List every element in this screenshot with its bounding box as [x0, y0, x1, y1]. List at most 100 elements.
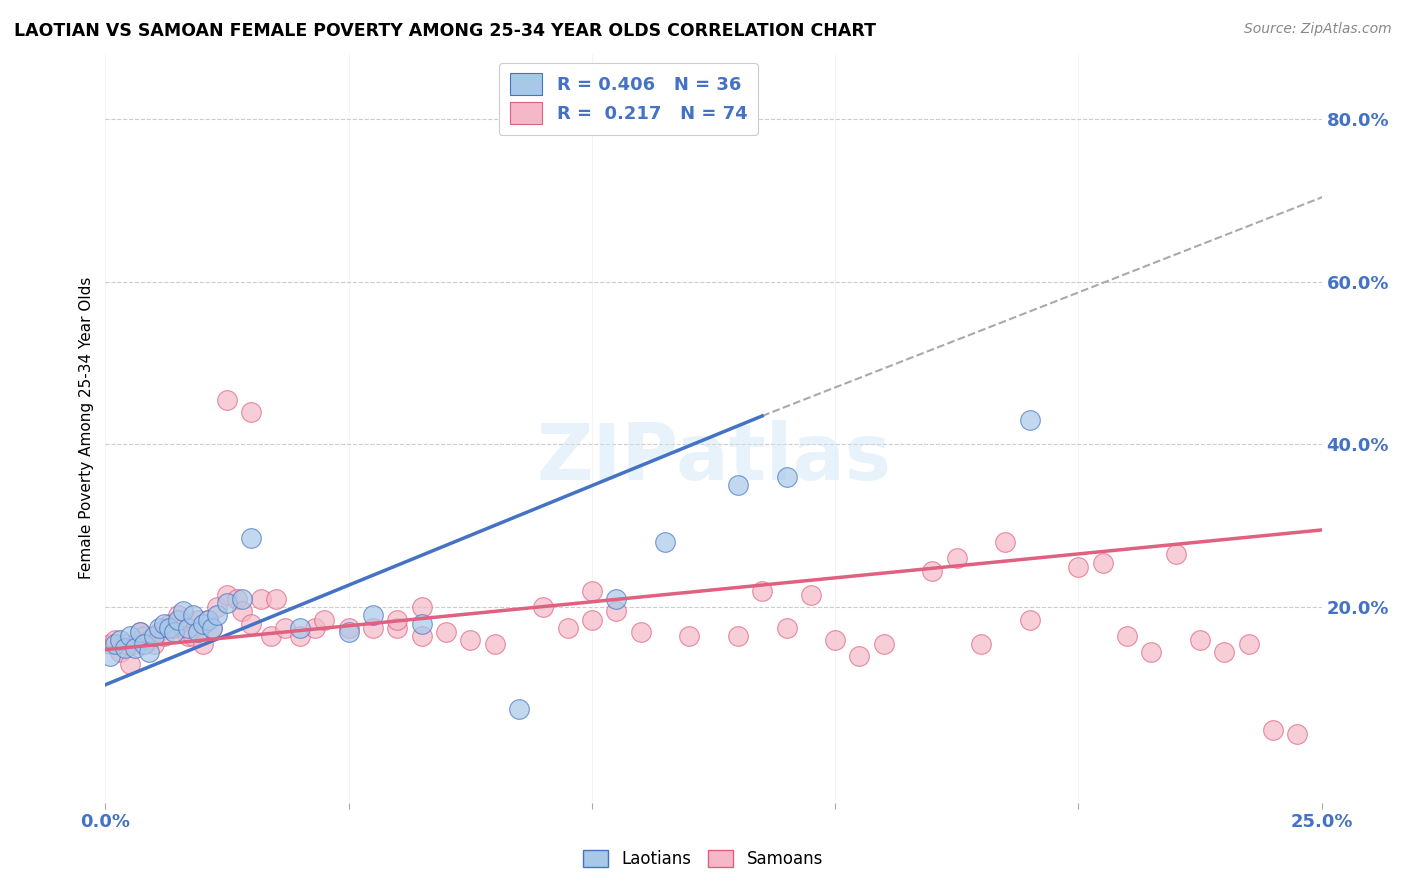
- Point: [225, 592, 247, 607]
- Point: [191, 616, 214, 631]
- Point: [274, 621, 297, 635]
- Point: [264, 592, 287, 607]
- Point: [775, 470, 797, 484]
- Point: [181, 608, 204, 623]
- Point: [114, 641, 136, 656]
- Point: [848, 649, 870, 664]
- Point: [250, 592, 273, 607]
- Point: [143, 629, 166, 643]
- Point: [98, 649, 121, 664]
- Point: [108, 632, 131, 647]
- Point: [148, 621, 170, 635]
- Point: [945, 551, 967, 566]
- Point: [387, 613, 409, 627]
- Point: [1018, 613, 1040, 627]
- Point: [143, 637, 166, 651]
- Point: [337, 621, 360, 635]
- Point: [167, 608, 190, 623]
- Point: [153, 629, 176, 643]
- Point: [1189, 632, 1212, 647]
- Point: [201, 621, 224, 635]
- Point: [800, 588, 823, 602]
- Point: [157, 616, 180, 631]
- Point: [134, 637, 156, 651]
- Point: [1091, 556, 1114, 570]
- Legend: R = 0.406   N = 36, R =  0.217   N = 74: R = 0.406 N = 36, R = 0.217 N = 74: [499, 62, 758, 135]
- Point: [201, 621, 224, 635]
- Point: [314, 613, 336, 627]
- Point: [337, 624, 360, 639]
- Point: [1286, 726, 1309, 740]
- Point: [605, 592, 627, 607]
- Point: [1261, 723, 1284, 737]
- Point: [1018, 413, 1040, 427]
- Point: [484, 637, 506, 651]
- Point: [134, 629, 156, 643]
- Point: [172, 604, 194, 618]
- Point: [217, 588, 239, 602]
- Point: [118, 657, 141, 672]
- Point: [361, 608, 384, 623]
- Point: [128, 624, 150, 639]
- Point: [581, 584, 603, 599]
- Point: [727, 629, 749, 643]
- Point: [411, 616, 433, 631]
- Text: Source: ZipAtlas.com: Source: ZipAtlas.com: [1244, 22, 1392, 37]
- Point: [411, 629, 433, 643]
- Point: [994, 535, 1017, 549]
- Point: [630, 624, 652, 639]
- Point: [217, 596, 239, 610]
- Point: [128, 624, 150, 639]
- Point: [775, 621, 797, 635]
- Point: [1164, 548, 1187, 562]
- Point: [557, 621, 579, 635]
- Point: [118, 629, 141, 643]
- Point: [114, 637, 136, 651]
- Point: [288, 621, 311, 635]
- Point: [824, 632, 846, 647]
- Point: [654, 535, 676, 549]
- Point: [288, 629, 311, 643]
- Point: [181, 629, 204, 643]
- Point: [304, 621, 326, 635]
- Point: [124, 641, 146, 656]
- Point: [240, 531, 263, 545]
- Point: [124, 637, 146, 651]
- Point: [970, 637, 993, 651]
- Point: [177, 629, 200, 643]
- Point: [531, 600, 554, 615]
- Point: [387, 621, 409, 635]
- Point: [678, 629, 700, 643]
- Point: [187, 613, 209, 627]
- Point: [153, 616, 176, 631]
- Point: [231, 604, 253, 618]
- Point: [157, 621, 180, 635]
- Text: ZIPatlas: ZIPatlas: [536, 420, 891, 496]
- Y-axis label: Female Poverty Among 25-34 Year Olds: Female Poverty Among 25-34 Year Olds: [79, 277, 94, 579]
- Point: [191, 637, 214, 651]
- Point: [231, 592, 253, 607]
- Point: [751, 584, 773, 599]
- Point: [207, 600, 229, 615]
- Point: [434, 624, 457, 639]
- Point: [921, 564, 943, 578]
- Point: [217, 392, 239, 407]
- Point: [108, 645, 131, 659]
- Point: [1237, 637, 1260, 651]
- Point: [240, 616, 263, 631]
- Point: [187, 624, 209, 639]
- Point: [240, 405, 263, 419]
- Point: [581, 613, 603, 627]
- Point: [138, 645, 160, 659]
- Point: [727, 478, 749, 492]
- Point: [197, 613, 219, 627]
- Point: [138, 632, 160, 647]
- Point: [162, 621, 184, 635]
- Legend: Laotians, Samoans: Laotians, Samoans: [576, 843, 830, 875]
- Point: [104, 632, 127, 647]
- Point: [1116, 629, 1139, 643]
- Point: [1213, 645, 1236, 659]
- Point: [104, 637, 127, 651]
- Point: [167, 613, 190, 627]
- Point: [197, 613, 219, 627]
